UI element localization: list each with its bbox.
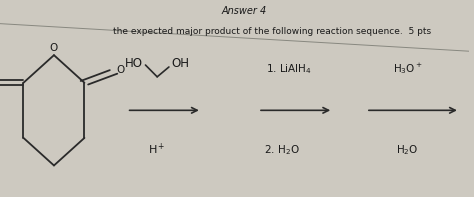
Text: Answer 4: Answer 4 bbox=[221, 6, 266, 16]
Text: H$^+$: H$^+$ bbox=[148, 142, 166, 157]
Text: O: O bbox=[50, 43, 58, 53]
Text: 1. LiAlH$_4$: 1. LiAlH$_4$ bbox=[265, 62, 311, 76]
Text: HO: HO bbox=[125, 57, 143, 70]
Text: H$_2$O: H$_2$O bbox=[396, 143, 419, 157]
Text: the expected major product of the following reaction sequence.  5 pts: the expected major product of the follow… bbox=[113, 27, 431, 36]
Text: H$_3$O$^+$: H$_3$O$^+$ bbox=[393, 61, 423, 76]
Text: O: O bbox=[117, 65, 125, 74]
Text: 2. H$_2$O: 2. H$_2$O bbox=[264, 143, 300, 157]
Text: OH: OH bbox=[171, 57, 189, 70]
